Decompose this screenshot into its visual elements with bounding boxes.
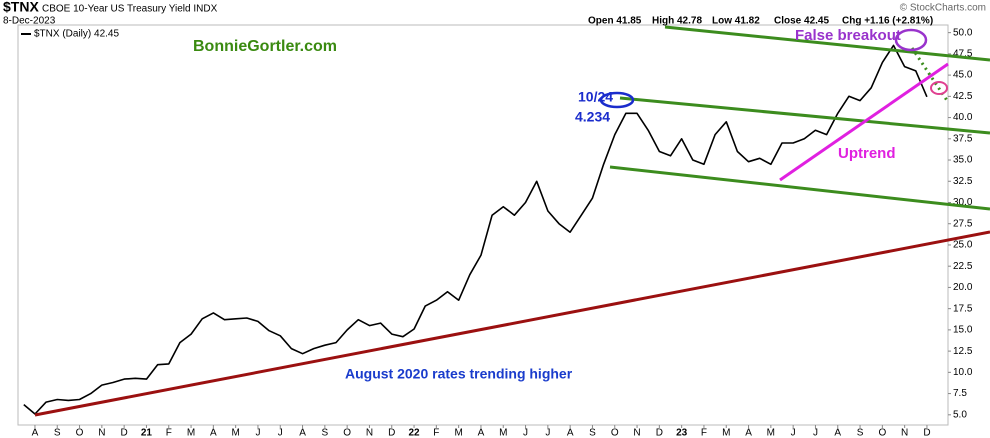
- circle-breakout: [894, 28, 928, 52]
- quote-high: High 42.78: [652, 16, 702, 27]
- x-tick-label: O: [611, 428, 619, 438]
- circle-break: [930, 81, 948, 95]
- x-tick-label: M: [231, 428, 239, 438]
- plot-area: [17, 24, 949, 426]
- x-tick-label: N: [98, 428, 105, 438]
- y-tick-label: 7.5: [953, 388, 967, 399]
- y-tick-label: 5.0: [953, 409, 967, 420]
- x-tick-label: S: [589, 428, 596, 438]
- x-tick-label: A: [478, 428, 485, 438]
- quote-low: Low 41.82: [712, 16, 760, 27]
- x-tick-label: F: [166, 428, 172, 438]
- x-tick-label: N: [901, 428, 908, 438]
- x-tick-label: N: [366, 428, 373, 438]
- x-tick-label: M: [767, 428, 775, 438]
- y-tick-label: 35.0: [953, 155, 973, 166]
- y-tick-label: 27.5: [953, 218, 973, 229]
- y-tick-label: 32.5: [953, 176, 973, 187]
- channel-bottom: [609, 165, 990, 211]
- y-tick-label: 37.5: [953, 133, 973, 144]
- x-tick-label: J: [545, 428, 550, 438]
- trend-lines: [34, 25, 990, 417]
- y-tick-label: 15.0: [953, 325, 973, 336]
- y-tick-label: 10.0: [953, 367, 973, 378]
- x-tick-label: M: [187, 428, 195, 438]
- long-trend: [34, 230, 990, 417]
- x-tick-label: D: [388, 428, 395, 438]
- x-tick-label: F: [433, 428, 439, 438]
- date: 8-Dec-2023: [3, 16, 56, 27]
- channel-mid: [619, 96, 990, 135]
- x-tick-label: N: [633, 428, 640, 438]
- annotation: False breakout: [795, 27, 901, 44]
- y-tick-label: 17.5: [953, 303, 973, 314]
- chart-title: CBOE 10-Year US Treasury Yield INDX: [42, 4, 218, 15]
- x-tick-label: O: [878, 428, 886, 438]
- x-tick-label: D: [923, 428, 930, 438]
- x-tick-label: S: [322, 428, 329, 438]
- x-tick-label: A: [834, 428, 841, 438]
- x-tick-label: S: [54, 428, 61, 438]
- y-tick-label: 25.0: [953, 240, 973, 251]
- x-tick-label: A: [210, 428, 217, 438]
- y-tick-label: 45.0: [953, 70, 973, 81]
- y-tick-label: 40.0: [953, 112, 973, 123]
- symbol: $TNX: [3, 0, 39, 15]
- x-tick-label: J: [278, 428, 283, 438]
- x-tick-label: 22: [408, 428, 420, 438]
- circle-high: [599, 91, 635, 109]
- x-tick-label: A: [32, 428, 39, 438]
- price-line: [23, 44, 928, 415]
- annotation: 4.234: [575, 109, 610, 125]
- uptrend-line: [779, 62, 949, 182]
- x-tick-label: D: [656, 428, 663, 438]
- annotation: BonnieGortler.com: [193, 38, 337, 55]
- y-tick-label: 42.5: [953, 91, 973, 102]
- x-tick-label: F: [701, 428, 707, 438]
- x-tick-label: A: [745, 428, 752, 438]
- x-tick-label: S: [857, 428, 864, 438]
- x-tick-label: 21: [141, 428, 153, 438]
- x-tick-label: J: [255, 428, 260, 438]
- quote-change: Chg +1.16 (+2.81%): [842, 16, 933, 27]
- channel-top: [664, 25, 990, 62]
- annotation: 10/24: [578, 89, 613, 105]
- x-tick-label: O: [76, 428, 84, 438]
- x-tick-label: A: [567, 428, 574, 438]
- y-tick-label: 20.0: [953, 282, 973, 293]
- quote: Open 41.85 High 42.78 Low 41.82 Close 42…: [588, 16, 933, 27]
- x-tick-label: D: [121, 428, 128, 438]
- y-tick-label: 30.0: [953, 197, 973, 208]
- x-tick-label: M: [454, 428, 462, 438]
- quote-open: Open 41.85: [588, 16, 642, 27]
- x-tick-label: A: [299, 428, 306, 438]
- y-tick-label: 22.5: [953, 261, 973, 272]
- x-tick-label: M: [722, 428, 730, 438]
- x-tick-label: J: [791, 428, 796, 438]
- x-tick-label: M: [499, 428, 507, 438]
- source: © StockCharts.com: [900, 3, 986, 14]
- y-tick-label: 12.5: [953, 346, 973, 357]
- y-tick-label: 47.5: [953, 49, 973, 60]
- x-tick-label: J: [523, 428, 528, 438]
- y-tick-label: 50.0: [953, 27, 973, 38]
- annotation: Uptrend: [838, 145, 896, 162]
- quote-close: Close 42.45: [774, 16, 829, 27]
- x-tick-label: 23: [676, 428, 688, 438]
- x-tick-label: O: [343, 428, 351, 438]
- legend-label: $TNX (Daily) 42.45: [34, 29, 119, 40]
- annotation: August 2020 rates trending higher: [345, 366, 573, 382]
- x-tick-label: J: [813, 428, 818, 438]
